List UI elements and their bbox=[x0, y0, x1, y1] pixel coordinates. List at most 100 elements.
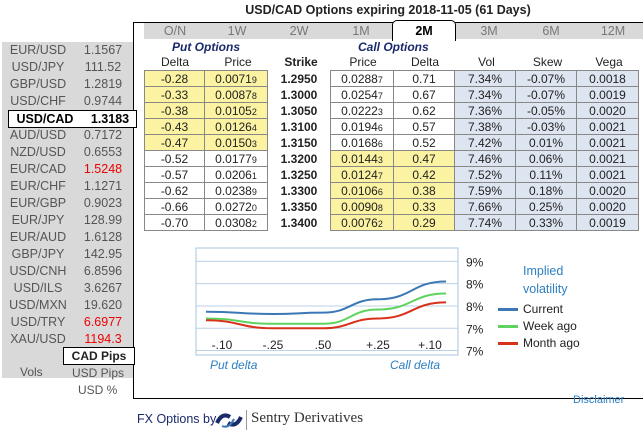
tab-1w[interactable]: 1W bbox=[227, 24, 247, 38]
vega: 0.0021 bbox=[576, 134, 639, 151]
tab-2m[interactable]: 2M bbox=[392, 20, 456, 41]
put-price: 0.00719 bbox=[204, 70, 268, 87]
pair-name: EUR/USD bbox=[9, 43, 67, 57]
footer-brand[interactable]: Sentry Derivatives bbox=[251, 410, 364, 426]
y-tick-label: 8% bbox=[466, 278, 484, 292]
put-delta: -0.70 bbox=[144, 214, 205, 231]
vega: 0.0020 bbox=[576, 182, 639, 199]
vol: 7.34% bbox=[454, 70, 516, 87]
pair-usd-mxn[interactable]: USD/MXN 19.620 bbox=[2, 297, 133, 314]
put-price: 0.01503 bbox=[204, 134, 268, 151]
pair-eur-chf[interactable]: EUR/CHF 1.1271 bbox=[2, 178, 133, 195]
column-header-skew: Skew bbox=[532, 55, 563, 69]
vega: 0.0021 bbox=[576, 166, 639, 183]
pair-aud-usd[interactable]: AUD/USD 0.7172 bbox=[2, 127, 133, 144]
pair-rate: 0.7172 bbox=[83, 128, 123, 142]
x-tick-label: -.25 bbox=[263, 338, 284, 352]
call-price: 0.00908 bbox=[330, 198, 394, 215]
pair-usd-try[interactable]: USD/TRY 6.6977 bbox=[2, 314, 133, 331]
tab-on[interactable]: O/N bbox=[163, 24, 187, 38]
put-price: 0.02720 bbox=[204, 198, 268, 215]
put-options-header: Put Options bbox=[172, 40, 240, 54]
pair-usd-jpy[interactable]: USD/JPY 111.52 bbox=[2, 59, 133, 76]
pair-gbp-usd[interactable]: GBP/USD 1.2819 bbox=[2, 76, 133, 93]
pair-eur-gbp[interactable]: EUR/GBP 0.9023 bbox=[2, 195, 133, 212]
pair-gbp-jpy[interactable]: GBP/JPY 142.95 bbox=[2, 246, 133, 263]
pair-rate: 0.9023 bbox=[83, 196, 123, 210]
pair-name: USD/CHF bbox=[10, 94, 66, 108]
expiry-tabs: O/N 1W 2W 1M 2M 3M 6M 12M bbox=[144, 20, 643, 41]
vol: 7.38% bbox=[454, 118, 516, 135]
pair-usd-cad[interactable]: USD/CAD 1.3183 bbox=[8, 110, 137, 128]
volatility-chart: 9% 8% 8% 7% 7% -.10 -.25 .50 +.25 +.10 Put delta Ca… bbox=[195, 247, 484, 372]
pair-rate: 1.6128 bbox=[83, 230, 123, 244]
series-line-week-ago bbox=[205, 292, 447, 325]
pair-name: GBP/USD bbox=[9, 77, 67, 91]
table-row: -0.52 0.01779 1.3200 0.01443 0.47 7.46% … bbox=[144, 150, 639, 167]
vol: 7.59% bbox=[454, 182, 516, 199]
call-delta: 0.67 bbox=[393, 86, 455, 103]
pair-name: EUR/CAD bbox=[9, 162, 67, 176]
pair-rate: 142.95 bbox=[83, 247, 123, 261]
tab-6m[interactable]: 6M bbox=[542, 24, 560, 38]
pair-name: AUD/USD bbox=[9, 128, 67, 142]
pair-nzd-usd[interactable]: NZD/USD 0.6553 bbox=[2, 144, 133, 161]
tab-3m[interactable]: 3M bbox=[480, 24, 498, 38]
call-price: 0.01946 bbox=[330, 118, 394, 135]
pair-rate: 1194.3 bbox=[84, 332, 122, 346]
strike: 1.3100 bbox=[267, 118, 331, 135]
unit-cad-pips[interactable]: CAD Pips bbox=[63, 347, 135, 365]
pair-name: GBP/JPY bbox=[11, 247, 65, 261]
chart-title: Implied volatility bbox=[523, 264, 568, 296]
call-delta: 0.62 bbox=[393, 102, 455, 119]
pair-rate: 1.3183 bbox=[90, 112, 130, 126]
pair-eur-aud[interactable]: EUR/AUD 1.6128 bbox=[2, 229, 133, 246]
column-header-price: Price bbox=[224, 55, 252, 69]
call-price: 0.01686 bbox=[330, 134, 394, 151]
call-delta: 0.33 bbox=[393, 198, 455, 215]
skew: -0.07% bbox=[515, 86, 577, 103]
strike: 1.3350 bbox=[267, 198, 331, 215]
legend-item: Week ago bbox=[498, 319, 577, 333]
vol: 7.36% bbox=[454, 102, 516, 119]
pair-rate: 1.1271 bbox=[83, 179, 123, 193]
y-tick-label: 7% bbox=[466, 345, 484, 359]
legend-label: Week ago bbox=[523, 319, 577, 333]
tab-2w[interactable]: 2W bbox=[289, 24, 309, 38]
vega: 0.0020 bbox=[576, 198, 639, 215]
pair-usd-ils[interactable]: USD/ILS 3.6267 bbox=[2, 280, 133, 297]
unit-usd-pips[interactable]: USD Pips bbox=[72, 366, 125, 380]
pair-eur-usd[interactable]: EUR/USD 1.1567 bbox=[2, 42, 133, 59]
table-row: -0.28 0.00719 1.2950 0.02887 0.71 7.34% … bbox=[144, 70, 639, 87]
legend-swatch bbox=[498, 325, 518, 329]
unit-usd-percent[interactable]: USD % bbox=[78, 383, 118, 397]
vol: 7.74% bbox=[454, 214, 516, 231]
skew: -0.05% bbox=[515, 102, 577, 119]
footer-prefix: FX Options by bbox=[137, 412, 217, 426]
x-tick-label: +.25 bbox=[366, 338, 390, 352]
x-tick-label: -.10 bbox=[212, 338, 233, 352]
put-price: 0.03082 bbox=[204, 214, 268, 231]
legend-item: Month ago bbox=[498, 336, 580, 350]
strike: 1.2950 bbox=[267, 70, 331, 87]
disclaimer-link[interactable]: Disclaimer bbox=[573, 394, 625, 406]
call-delta: 0.29 bbox=[393, 214, 455, 231]
pair-name: EUR/JPY bbox=[11, 213, 65, 227]
vol: 7.52% bbox=[454, 166, 516, 183]
strike: 1.3050 bbox=[267, 102, 331, 119]
pair-list: EUR/USD 1.1567 USD/JPY 111.52 GBP/USD 1.2819 U… bbox=[2, 42, 137, 378]
call-price: 0.00762 bbox=[330, 214, 394, 231]
pair-eur-jpy[interactable]: EUR/JPY 128.99 bbox=[2, 212, 133, 229]
table-row: -0.66 0.02720 1.3350 0.00908 0.33 7.66% … bbox=[144, 198, 639, 215]
call-price: 0.02223 bbox=[330, 102, 394, 119]
pair-rate: 19.620 bbox=[83, 298, 123, 312]
pair-usd-chf[interactable]: USD/CHF 0.9744 bbox=[2, 93, 133, 110]
tab-1m[interactable]: 1M bbox=[352, 24, 370, 38]
pair-name: USD/JPY bbox=[11, 60, 65, 74]
pair-usd-cnh[interactable]: USD/CNH 6.8596 bbox=[2, 263, 133, 280]
pair-xau-usd[interactable]: XAU/USD 1194.3 bbox=[2, 331, 133, 348]
pair-name: USD/ILS bbox=[13, 281, 63, 295]
call-price: 0.02887 bbox=[330, 70, 394, 87]
pair-eur-cad[interactable]: EUR/CAD 1.5248 bbox=[2, 161, 133, 178]
tab-12m[interactable]: 12M bbox=[600, 24, 626, 38]
